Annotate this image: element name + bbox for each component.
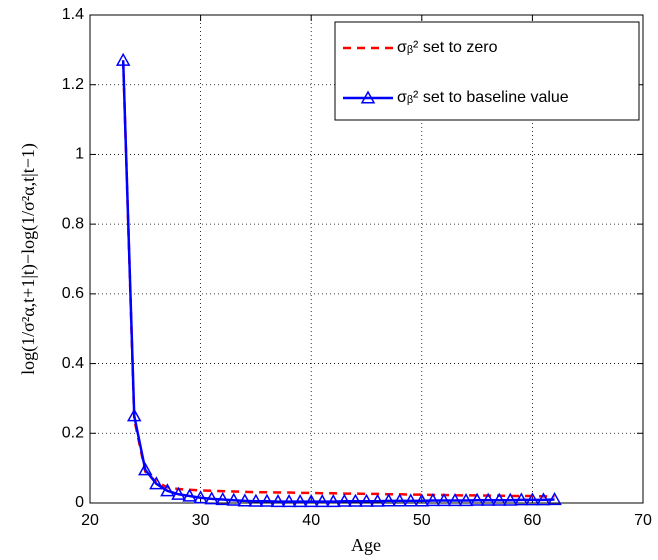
data-point [204,491,219,505]
data-point [536,492,551,506]
data-point [281,494,297,508]
data-point [237,493,253,507]
data-point [160,483,175,497]
legend-box [334,21,640,121]
data-point [392,493,407,507]
data-point [193,490,208,504]
data-point [436,493,452,507]
data-point [403,493,419,507]
data-point [259,493,275,507]
y-tick-label: 0.8 [62,215,84,232]
data-point [314,494,330,508]
data-point [525,492,540,506]
data-point [248,493,264,507]
data-point [359,493,374,507]
legend-label: σᵦ² set to baseline value [397,89,569,106]
data-point [326,494,341,508]
data-point [138,462,153,476]
data-point [337,493,352,507]
data-point [381,493,396,507]
data-point [514,492,529,506]
y-tick-label: 1 [75,146,84,163]
x-tick-label: 40 [302,512,320,529]
data-point [149,476,164,490]
plot-frame [89,14,644,504]
data-point [270,494,286,508]
x-tick-label: 50 [413,512,431,529]
data-point [425,493,441,507]
y-tick-label: 1.4 [62,6,84,23]
data-point [414,493,430,507]
x-axis-label: Age [351,535,381,555]
data-point [503,492,518,506]
series-line [121,60,555,498]
data-point [292,494,308,508]
series-line [121,60,555,503]
data-point [480,492,496,506]
data-point [469,492,485,506]
x-tick-label: 30 [192,512,210,529]
data-point [182,488,197,502]
data-point [126,408,142,422]
data-point [447,493,463,507]
data-point [226,492,242,506]
y-tick-label: 0.4 [62,355,84,372]
x-tick-label: 20 [81,512,99,529]
y-axis-label: log(1/σ²α,t+1|t)−log(1/σ²α,t|t−1) [18,143,39,375]
data-point [115,52,131,66]
data-point [491,492,507,506]
legend-marker [360,90,376,104]
x-tick-label: 70 [634,512,652,529]
data-point [547,491,562,506]
y-tick-label: 0 [75,494,84,511]
y-tick-label: 0.6 [62,285,84,302]
data-point [215,491,230,506]
data-point [171,486,186,500]
x-tick-label: 60 [524,512,542,529]
data-point [348,493,363,507]
data-point [370,493,385,507]
y-tick-label: 1.2 [62,76,84,93]
data-point [303,494,319,508]
data-point [458,493,474,507]
legend-label: σᵦ² set to zero [397,39,498,56]
y-tick-label: 0.2 [62,425,84,442]
